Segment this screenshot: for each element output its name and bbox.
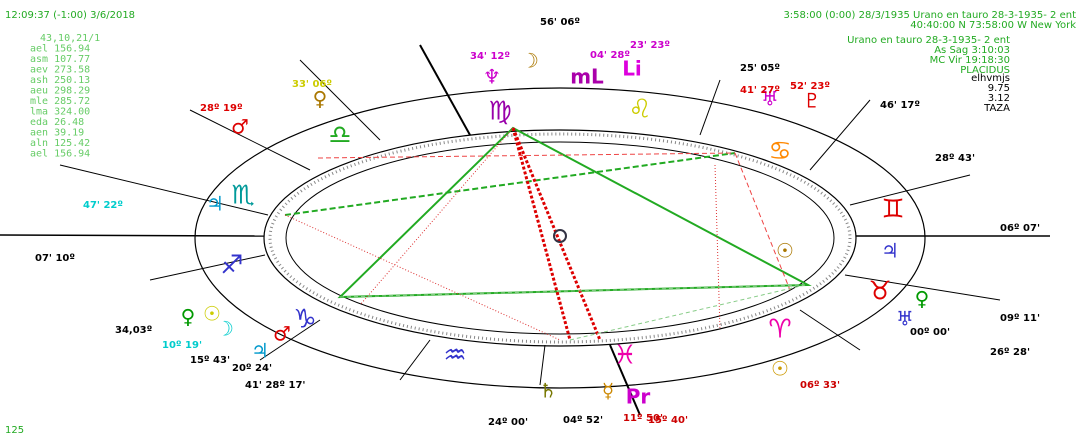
right-extra-line: 3.12 <box>988 93 1010 104</box>
zodiac-sign: ♏ <box>231 181 254 211</box>
degree-label: 04º 52' <box>563 415 603 426</box>
degree-label: 41' 28º 17' <box>245 380 305 391</box>
degree-label: 09º 11' <box>1000 313 1040 324</box>
planet-glyph: ♅ <box>761 87 779 111</box>
left-list-item: aeu 298.29 <box>30 86 90 97</box>
left-list-item: aln 125.42 <box>30 138 90 149</box>
zodiac-sign: ♊ <box>881 195 904 225</box>
degree-label: 24º 00' <box>488 417 528 428</box>
right-info-line: MC Vir 19:18:30 <box>930 55 1010 66</box>
degree-label: 33' 06º <box>292 79 332 90</box>
chart-wheel <box>0 44 1050 416</box>
planet-glyph: ☉ <box>203 302 221 326</box>
degree-label: 23' 23º <box>630 40 670 51</box>
degree-label: 06º 33' <box>800 380 840 391</box>
header-left-time: 12:09:37 (-1:00) 3/6/2018 <box>5 10 135 21</box>
header-right-place: 40:40:00 N 73:58:00 W New York <box>910 20 1076 31</box>
left-list-item: ash 250.13 <box>30 75 90 86</box>
zodiac-sign: ♋ <box>768 137 791 167</box>
zodiac-sign: ♑ <box>293 305 316 335</box>
degree-label: 15º 40' <box>648 415 688 426</box>
degree-label: 04' 28º <box>590 50 630 61</box>
degree-label: 46' 17º <box>880 100 920 111</box>
right-extra-line: 9.75 <box>988 83 1010 94</box>
degree-label: 28º 19º <box>200 103 243 114</box>
degree-label: 47' 22º <box>83 200 123 211</box>
left-list-item: ael 156.94 <box>30 149 90 160</box>
zodiac-sign: ♒ <box>443 341 466 371</box>
planet-glyph: ♀ <box>313 87 328 111</box>
planet-glyph: ♂ <box>231 115 249 139</box>
degree-label: 10º 19' <box>162 340 202 351</box>
degree-label: 41' 27º <box>740 85 780 96</box>
degree-label: 28º 43' <box>935 153 975 164</box>
zodiac-sign: ♐ <box>220 251 243 281</box>
left-list-item: 43,10,21/1 <box>40 33 100 44</box>
left-list-item: asm 107.77 <box>30 54 90 65</box>
planet-glyph: Li <box>622 57 642 81</box>
left-list-item: aen 39.19 <box>30 128 84 139</box>
degree-label: 34,03º <box>115 325 153 336</box>
planet-glyph: ♄ <box>539 379 557 403</box>
zodiac-sign: ♎ <box>328 121 351 151</box>
left-list-item: aev 273.58 <box>30 65 90 76</box>
planet-glyph: ♀ <box>181 305 196 329</box>
left-list-item: lma 324.00 <box>30 107 90 118</box>
zodiac-sign: ♉ <box>868 277 891 307</box>
planet-glyph: ♃ <box>206 192 224 216</box>
degree-label: 00º 00' <box>910 327 950 338</box>
planet-glyph: ♀ <box>915 287 930 311</box>
degree-label: 56' 06º <box>540 17 580 28</box>
degree-label: 34' 12º <box>470 51 510 62</box>
degree-label: 20º 24' <box>232 363 272 374</box>
zodiac-sign: ♌ <box>628 95 651 125</box>
degree-label: 11º 50' <box>623 413 663 424</box>
right-info-line: As Sag 3:10:03 <box>934 45 1010 56</box>
degree-label: 06º 07' <box>1000 223 1040 234</box>
zodiac-sign: ♍ <box>488 97 511 127</box>
degree-label: 52' 23º <box>790 81 830 92</box>
left-list-item: eda 26.48 <box>30 117 84 128</box>
planet-glyph: ☉ <box>771 357 789 381</box>
planet-glyph: Pr <box>626 385 651 409</box>
right-info-line: Urano en tauro 28-3-1935- 2 ent <box>847 35 1010 46</box>
planet-glyph: ☉ <box>776 239 794 263</box>
right-extra-line: TAZA <box>983 103 1010 114</box>
degree-label: 07' 10º <box>35 253 75 264</box>
left-list-item: ael 156.94 <box>30 44 90 55</box>
planet-glyph: mL <box>570 65 604 89</box>
footer-number: 125 <box>5 425 24 436</box>
degree-label: 25' 05º <box>740 63 780 74</box>
right-info-line: PLACIDUS <box>960 65 1010 76</box>
degree-label: 15º 43' <box>190 355 230 366</box>
planet-glyph: ☿ <box>602 379 614 403</box>
header-right-time: 3:58:00 (0:00) 28/3/1935 Urano en tauro … <box>783 10 1076 21</box>
planet-glyph: ☽ <box>521 49 539 73</box>
right-extra-line: elhvmjs <box>971 73 1010 84</box>
planet-glyph: ♇ <box>803 89 821 113</box>
degree-label: 26º 28' <box>990 347 1030 358</box>
planet-glyph: ♅ <box>896 307 914 331</box>
planet-glyph: ♆ <box>483 65 501 89</box>
planet-glyph: ☽ <box>216 317 234 341</box>
zodiac-sign: ♈ <box>768 315 791 345</box>
left-list-item: mle 285.72 <box>30 96 90 107</box>
planet-glyph: ♃ <box>881 239 899 263</box>
planet-glyph: ♃ <box>251 339 269 363</box>
zodiac-sign: ♓ <box>613 341 636 371</box>
planet-glyph: ♂ <box>273 322 291 346</box>
